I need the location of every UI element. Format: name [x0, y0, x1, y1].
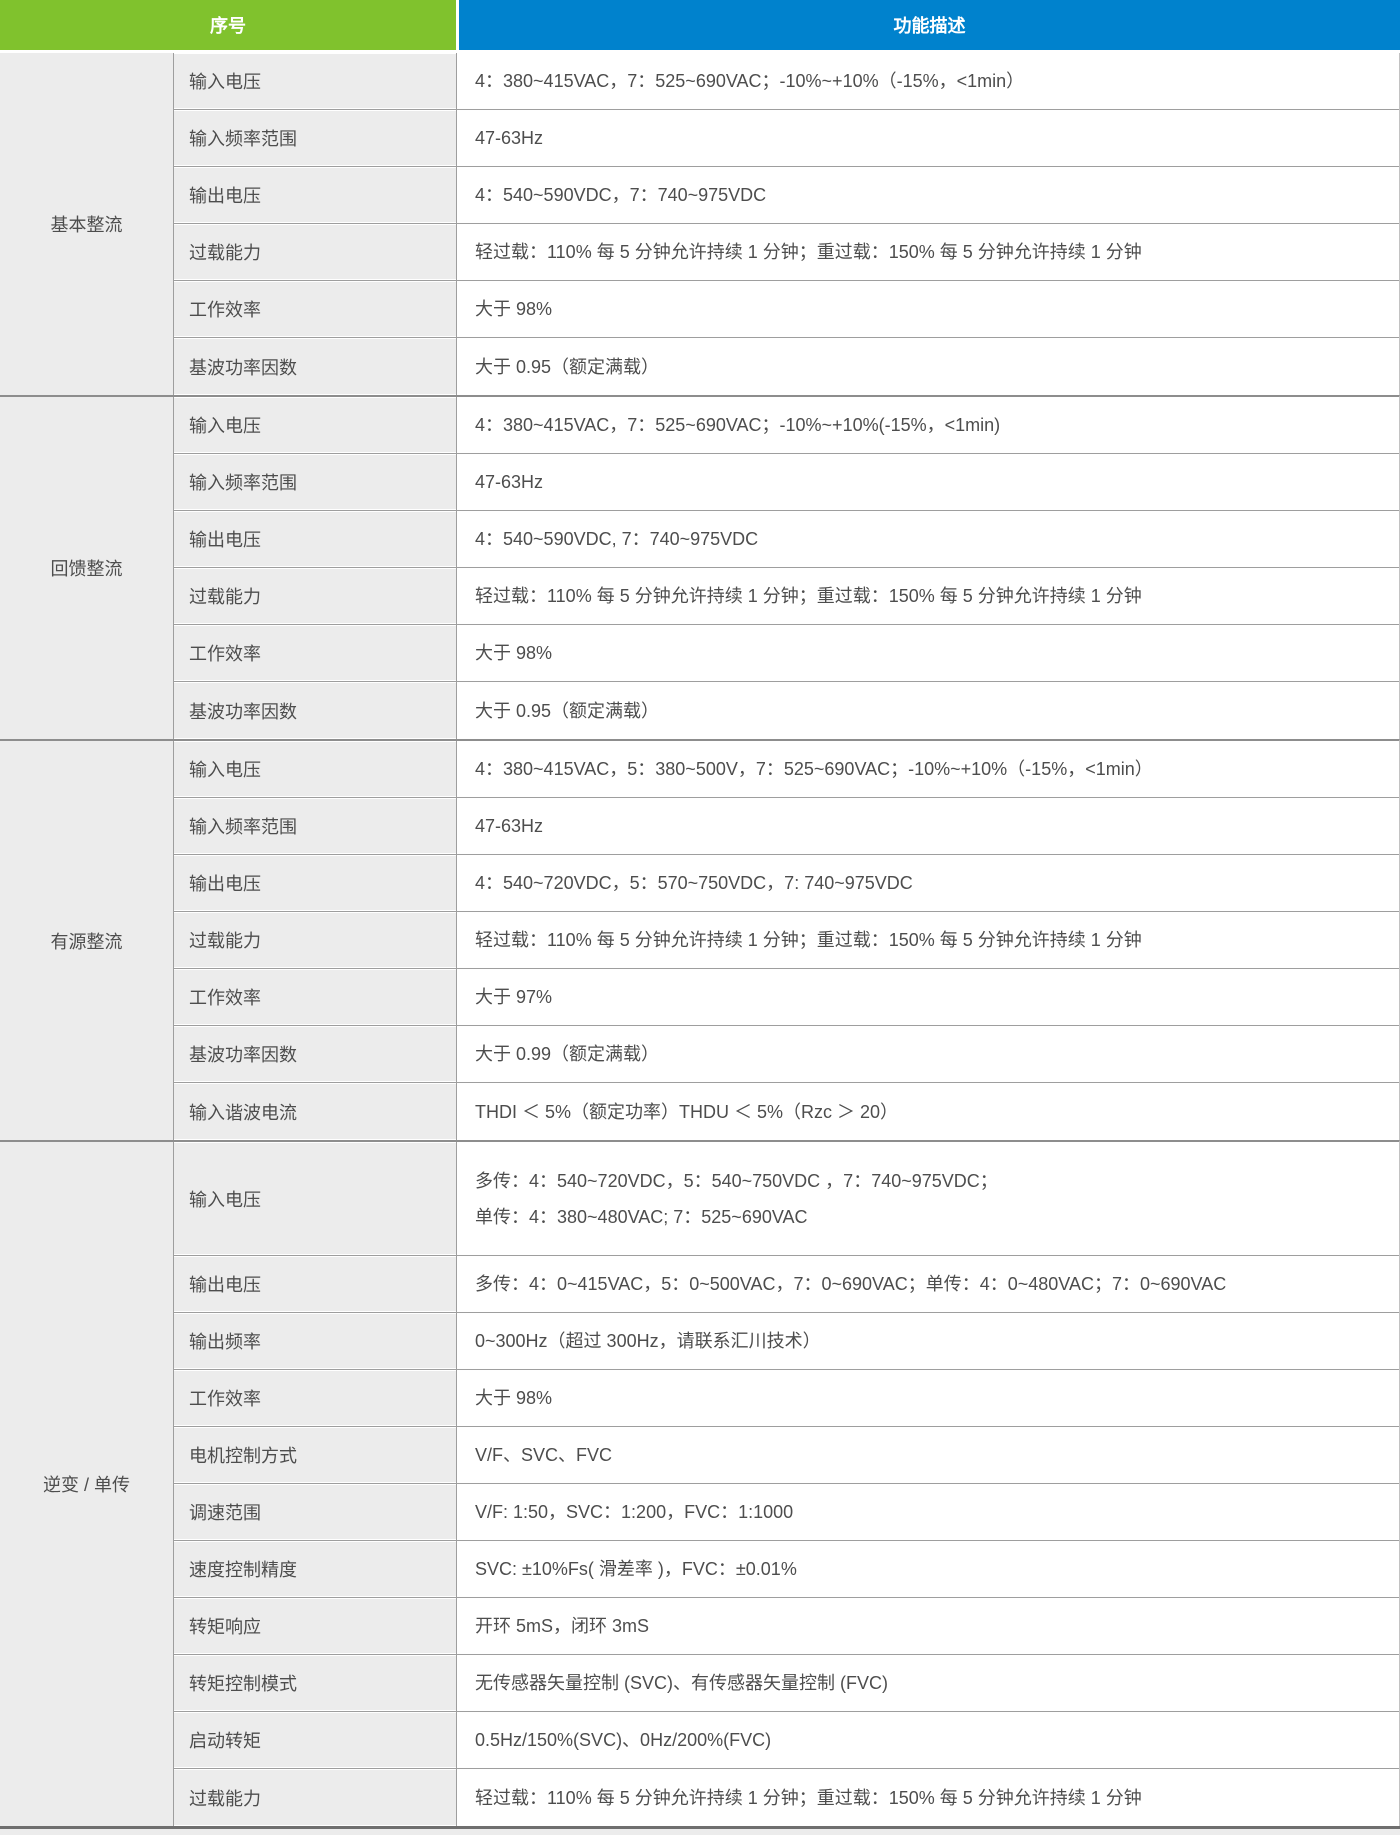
row-label: 工作效率 — [174, 969, 456, 1026]
section-basic-rectifier: 基本整流 输入电压 4：380~415VAC，7：525~690VAC；-10%… — [0, 53, 1400, 395]
row-label: 电机控制方式 — [174, 1427, 456, 1484]
row-label: 输入电压 — [174, 397, 456, 454]
row-label: 基波功率因数 — [174, 682, 456, 739]
row-desc: 开环 5mS，闭环 3mS — [456, 1598, 1399, 1655]
row-label: 工作效率 — [174, 1370, 456, 1427]
section-label: 逆变 / 单传 — [0, 1142, 174, 1826]
row-desc: 4：540~590VDC, 7：740~975VDC — [456, 511, 1399, 568]
row-desc: 0.5Hz/150%(SVC)、0Hz/200%(FVC) — [456, 1712, 1399, 1769]
row-label: 输出电压 — [174, 1256, 456, 1313]
row-desc: 无传感器矢量控制 (SVC)、有传感器矢量控制 (FVC) — [456, 1655, 1399, 1712]
row-label: 输入电压 — [174, 53, 456, 110]
header-cell-serial: 序号 — [0, 0, 456, 50]
row-label: 过载能力 — [174, 224, 456, 281]
row-desc: 大于 0.99（额定满载） — [456, 1026, 1399, 1083]
row-label: 输入电压 — [174, 741, 456, 798]
row-desc: 4：380~415VAC，5：380~500V，7：525~690VAC；-10… — [456, 741, 1399, 798]
row-desc: 多传：4：0~415VAC，5：0~500VAC，7：0~690VAC；单传：4… — [456, 1256, 1399, 1313]
row-label: 输出频率 — [174, 1313, 456, 1370]
row-label: 基波功率因数 — [174, 1026, 456, 1083]
row-label: 输出电压 — [174, 511, 456, 568]
row-desc: 大于 98% — [456, 1370, 1399, 1427]
row-desc: 4：380~415VAC，7：525~690VAC；-10%~+10%（-15%… — [456, 53, 1399, 110]
table-header: 序号 功能描述 — [0, 0, 1400, 50]
row-label: 输出电压 — [174, 167, 456, 224]
row-desc: 大于 98% — [456, 281, 1399, 338]
row-label: 工作效率 — [174, 281, 456, 338]
header-cell-function: 功能描述 — [459, 0, 1400, 50]
row-desc: 大于 98% — [456, 625, 1399, 682]
row-desc: 轻过载：110% 每 5 分钟允许持续 1 分钟；重过载：150% 每 5 分钟… — [456, 568, 1399, 625]
row-desc: 轻过载：110% 每 5 分钟允许持续 1 分钟；重过载：150% 每 5 分钟… — [456, 224, 1399, 281]
row-desc: 0~300Hz（超过 300Hz，请联系汇川技术） — [456, 1313, 1399, 1370]
section-active-rectifier: 有源整流 输入电压 4：380~415VAC，5：380~500V，7：525~… — [0, 739, 1400, 1140]
row-label: 过载能力 — [174, 568, 456, 625]
row-desc: 4：540~590VDC，7：740~975VDC — [456, 167, 1399, 224]
bottom-cutoff-sliver — [0, 1829, 1400, 1835]
row-label: 速度控制精度 — [174, 1541, 456, 1598]
row-desc: 大于 97% — [456, 969, 1399, 1026]
row-label: 输入频率范围 — [174, 454, 456, 511]
row-desc: THDI ＜ 5%（额定功率）THDU ＜ 5%（Rzc ＞ 20） — [456, 1083, 1399, 1140]
section-inverter-single-drive: 逆变 / 单传 输入电压 多传：4：540~720VDC，5：540~750VD… — [0, 1140, 1400, 1826]
row-label: 启动转矩 — [174, 1712, 456, 1769]
row-desc: 轻过载：110% 每 5 分钟允许持续 1 分钟；重过载：150% 每 5 分钟… — [456, 912, 1399, 969]
section-label: 有源整流 — [0, 741, 174, 1140]
row-desc: 47-63Hz — [456, 798, 1399, 855]
row-label: 工作效率 — [174, 625, 456, 682]
row-desc: SVC: ±10%Fs( 滑差率 )，FVC：±0.01% — [456, 1541, 1399, 1598]
row-label: 转矩响应 — [174, 1598, 456, 1655]
row-label: 基波功率因数 — [174, 338, 456, 395]
row-desc: V/F: 1:50，SVC：1:200，FVC：1:1000 — [456, 1484, 1399, 1541]
row-desc: 大于 0.95（额定满载） — [456, 338, 1399, 395]
row-desc: 大于 0.95（额定满载） — [456, 682, 1399, 739]
row-desc: 多传：4：540~720VDC，5：540~750VDC ，7：740~975V… — [456, 1142, 1399, 1256]
row-label: 输入频率范围 — [174, 110, 456, 167]
row-desc: 4：380~415VAC，7：525~690VAC；-10%~+10%(-15%… — [456, 397, 1399, 454]
row-label: 过载能力 — [174, 912, 456, 969]
row-desc: 轻过载：110% 每 5 分钟允许持续 1 分钟；重过载：150% 每 5 分钟… — [456, 1769, 1399, 1826]
row-label: 输入电压 — [174, 1142, 456, 1256]
row-desc: 47-63Hz — [456, 454, 1399, 511]
row-label: 过载能力 — [174, 1769, 456, 1826]
row-label: 输入频率范围 — [174, 798, 456, 855]
section-label: 回馈整流 — [0, 397, 174, 739]
row-label: 调速范围 — [174, 1484, 456, 1541]
row-label: 转矩控制模式 — [174, 1655, 456, 1712]
row-desc: V/F、SVC、FVC — [456, 1427, 1399, 1484]
row-desc: 47-63Hz — [456, 110, 1399, 167]
row-label: 输出电压 — [174, 855, 456, 912]
row-label: 输入谐波电流 — [174, 1083, 456, 1140]
section-regen-rectifier: 回馈整流 输入电压 4：380~415VAC，7：525~690VAC；-10%… — [0, 395, 1400, 739]
row-desc: 4：540~720VDC，5：570~750VDC，7: 740~975VDC — [456, 855, 1399, 912]
section-label: 基本整流 — [0, 53, 174, 395]
